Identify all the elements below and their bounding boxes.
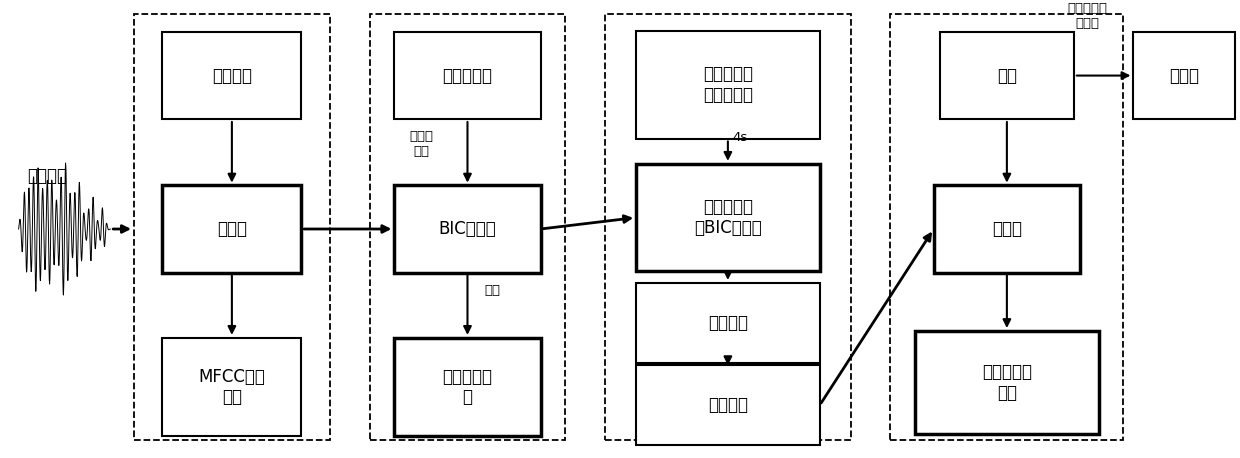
Text: BIC值序列: BIC值序列: [439, 220, 496, 238]
Text: 分类: 分类: [997, 66, 1017, 85]
Text: 可疑篡改点
集: 可疑篡改点 集: [443, 368, 492, 406]
Bar: [934, 185, 1080, 273]
Text: 端点检测: 端点检测: [212, 66, 252, 85]
Bar: [134, 14, 330, 440]
Bar: [394, 32, 541, 119]
Text: 计算该窗中
的BIC值序列: 计算该窗中 的BIC值序列: [694, 198, 761, 237]
Bar: [162, 338, 301, 436]
Bar: [636, 365, 820, 445]
Bar: [636, 164, 820, 271]
Text: 静音帧: 静音帧: [217, 220, 247, 238]
Text: 峰值: 峰值: [485, 284, 500, 297]
Text: 特征再分帧: 特征再分帧: [443, 66, 492, 85]
Text: 篡改点精确
定位: 篡改点精确 定位: [982, 363, 1032, 402]
Text: MFCC特征
提取: MFCC特征 提取: [198, 368, 265, 406]
Text: 篡改语音: 篡改语音: [27, 167, 67, 185]
Bar: [605, 14, 851, 440]
Text: 拟合特征: 拟合特征: [708, 396, 748, 414]
Bar: [162, 32, 301, 119]
Text: 以可疑点为
中心点取窗: 以可疑点为 中心点取窗: [703, 65, 753, 104]
Bar: [940, 32, 1074, 119]
Bar: [394, 338, 541, 436]
Text: 高斯拟合: 高斯拟合: [708, 314, 748, 332]
Text: 没有篡改点
的特征: 没有篡改点 的特征: [1068, 2, 1107, 30]
Bar: [370, 14, 565, 440]
Bar: [636, 31, 820, 139]
Bar: [636, 283, 820, 363]
Bar: [1133, 32, 1235, 119]
Text: 以帧为
单位: 以帧为 单位: [409, 130, 434, 158]
Text: 虚警点: 虚警点: [1169, 66, 1199, 85]
Text: 4s: 4s: [733, 131, 748, 144]
Bar: [394, 185, 541, 273]
Bar: [915, 331, 1099, 434]
Text: 篡改点: 篡改点: [992, 220, 1022, 238]
Bar: [162, 185, 301, 273]
Bar: [890, 14, 1123, 440]
